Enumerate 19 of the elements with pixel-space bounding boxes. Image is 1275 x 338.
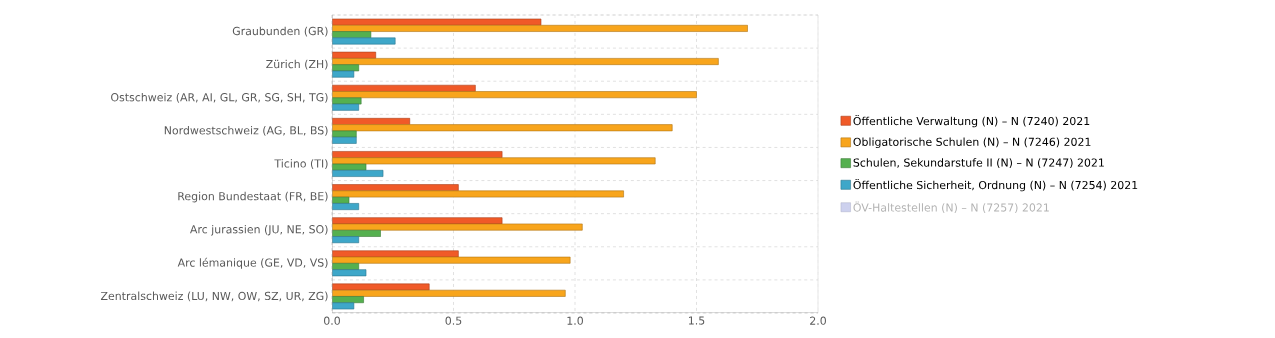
legend-label: Obligatorische Schulen (N) – N (7246) 2021 xyxy=(853,137,1091,149)
x-tick-label: 0.5 xyxy=(445,316,462,325)
x-tick-label: 1.5 xyxy=(688,316,705,325)
y-tick-label: Arc lémanique (GE, VD, VS) xyxy=(177,257,328,269)
y-tick-label: Ticino (TI) xyxy=(274,159,328,169)
y-tick-label: Zentralschweiz (LU, NW, OW, SZ, UR, ZG) xyxy=(100,291,328,302)
legend-label: ÖV-Haltestellen (N) – N (7257) 2021 xyxy=(853,201,1049,213)
x-tick-label: 1.0 xyxy=(567,316,583,325)
y-tick-label: Nordwestschweiz (AG, BL, BS) xyxy=(164,126,328,136)
legend-label: Schulen, Sekundarstufe II (N) – N (7247) 2021 xyxy=(853,158,1104,169)
x-tick-label: 2.0 xyxy=(810,316,826,325)
y-tick-label: Arc jurassien (JU, NE, SO) xyxy=(190,224,328,236)
y-tick-label: Zürich (ZH) xyxy=(266,59,328,70)
legend-label: Öffentliche Verwaltung (N) – N (7240) 2021 xyxy=(853,115,1090,128)
y-tick-label: Region Bundestaat (FR, BE) xyxy=(178,191,328,203)
x-tick-label: 0.0 xyxy=(324,316,340,325)
legend-label: Öffentliche Sicherheit, Ordnung (N) – N (7254) 2021 xyxy=(853,179,1138,192)
y-tick-label: Ostschweiz (AR, AI, GL, GR, SG, SH, TG) xyxy=(111,92,328,103)
y-tick-label: Graubunden (GR) xyxy=(232,26,328,37)
